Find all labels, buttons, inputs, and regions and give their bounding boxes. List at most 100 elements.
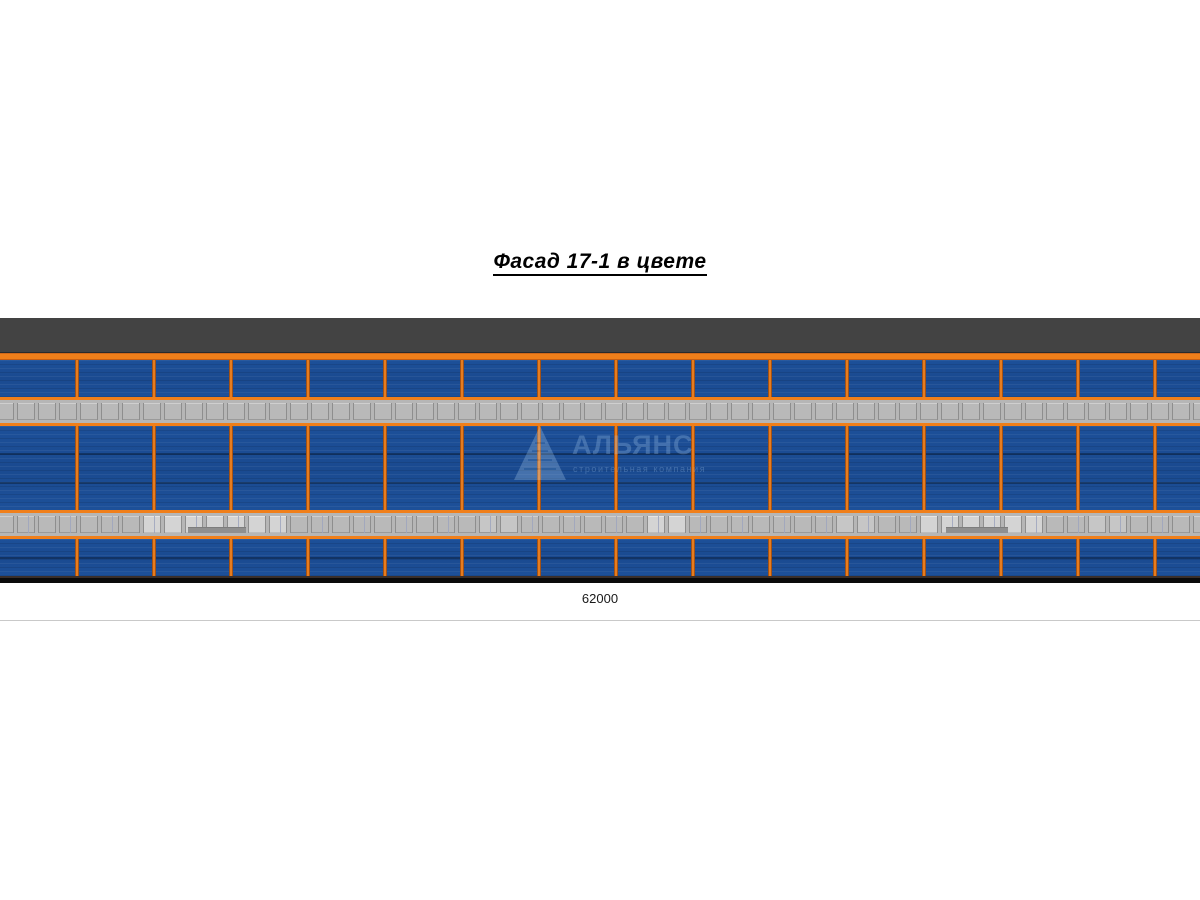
window-pane bbox=[332, 403, 350, 420]
window-pane bbox=[584, 516, 602, 533]
drawing-title: Фасад 17-1 в цвете bbox=[0, 250, 1200, 276]
window-pane bbox=[143, 516, 161, 533]
overall-dimension: 62000 bbox=[0, 591, 1200, 623]
column-strip bbox=[922, 539, 926, 576]
window-pane bbox=[983, 403, 1001, 420]
column-strip bbox=[537, 426, 541, 510]
window-pane bbox=[248, 403, 266, 420]
window-pane bbox=[374, 516, 392, 533]
window-pane bbox=[395, 516, 413, 533]
window-mullion bbox=[532, 516, 533, 533]
column-strip bbox=[306, 539, 310, 576]
window-pane bbox=[1004, 403, 1022, 420]
column-strip bbox=[999, 426, 1003, 510]
column-strip bbox=[152, 360, 156, 397]
column-strip bbox=[845, 360, 849, 397]
window-pane bbox=[164, 516, 182, 533]
lower-window-band bbox=[0, 510, 1200, 539]
window-pane bbox=[101, 516, 119, 533]
column-strip bbox=[229, 360, 233, 397]
window-pane bbox=[668, 516, 686, 533]
window-pane bbox=[0, 516, 14, 533]
window-pane bbox=[311, 403, 329, 420]
window-pane bbox=[899, 403, 917, 420]
window-pane bbox=[1151, 403, 1169, 420]
window-pane bbox=[122, 516, 140, 533]
window-pane bbox=[1193, 516, 1200, 533]
window-pane bbox=[17, 516, 35, 533]
parapet-band bbox=[0, 318, 1200, 353]
window-pane bbox=[584, 403, 602, 420]
column-strip bbox=[768, 360, 772, 397]
window-pane bbox=[479, 516, 497, 533]
window-pane bbox=[122, 403, 140, 420]
window-pane bbox=[101, 403, 119, 420]
column-strip bbox=[614, 426, 618, 510]
window-pane bbox=[353, 403, 371, 420]
window-pane bbox=[143, 403, 161, 420]
window-mullion bbox=[280, 516, 281, 533]
window-pane bbox=[80, 403, 98, 420]
column-strip bbox=[537, 360, 541, 397]
column-strip bbox=[75, 539, 79, 576]
column-strip bbox=[1076, 426, 1080, 510]
window-mullion bbox=[1120, 516, 1121, 533]
column-strip bbox=[999, 360, 1003, 397]
window-pane bbox=[269, 516, 287, 533]
column-strip bbox=[922, 360, 926, 397]
window-pane bbox=[269, 403, 287, 420]
window-pane bbox=[1067, 403, 1085, 420]
column-strip bbox=[460, 539, 464, 576]
window-pane bbox=[521, 403, 539, 420]
window-pane bbox=[878, 516, 896, 533]
window-pane bbox=[290, 516, 308, 533]
window-mullion bbox=[406, 516, 407, 533]
ground-line bbox=[0, 578, 1200, 583]
ground-shadow-line bbox=[0, 576, 1200, 578]
column-strip bbox=[999, 539, 1003, 576]
window-pane bbox=[710, 403, 728, 420]
window-pane bbox=[500, 403, 518, 420]
window-pane bbox=[1067, 516, 1085, 533]
window-pane bbox=[710, 516, 728, 533]
window-pane bbox=[353, 516, 371, 533]
window-mullion bbox=[1078, 516, 1079, 533]
mid-wall-row bbox=[0, 426, 1200, 510]
window-pane bbox=[668, 403, 686, 420]
window-pane bbox=[605, 516, 623, 533]
column-strip bbox=[152, 539, 156, 576]
wall-joint-line bbox=[0, 557, 1200, 559]
window-pane bbox=[836, 403, 854, 420]
window-mullion bbox=[868, 516, 869, 533]
window-pane bbox=[1109, 516, 1127, 533]
window-pane bbox=[815, 403, 833, 420]
window-sill-block bbox=[188, 527, 246, 533]
window-mullion bbox=[238, 516, 239, 533]
window-pane bbox=[458, 403, 476, 420]
window-pane bbox=[836, 516, 854, 533]
window-sill-block bbox=[946, 527, 1008, 533]
window-pane bbox=[542, 403, 560, 420]
window-pane bbox=[1193, 403, 1200, 420]
window-pane bbox=[962, 403, 980, 420]
window-pane bbox=[80, 516, 98, 533]
window-pane bbox=[38, 403, 56, 420]
window-pane bbox=[1151, 516, 1169, 533]
window-pane bbox=[290, 403, 308, 420]
window-pane bbox=[1004, 516, 1022, 533]
window-pane bbox=[878, 403, 896, 420]
column-strip bbox=[229, 426, 233, 510]
window-pane bbox=[437, 516, 455, 533]
window-mullion bbox=[952, 516, 953, 533]
window-pane bbox=[59, 403, 77, 420]
column-strip bbox=[383, 426, 387, 510]
window-pane bbox=[731, 516, 749, 533]
window-pane bbox=[689, 516, 707, 533]
window-pane bbox=[1172, 516, 1190, 533]
column-strip bbox=[691, 539, 695, 576]
window-mullion bbox=[616, 516, 617, 533]
column-strip bbox=[1153, 360, 1157, 397]
window-pane bbox=[1088, 516, 1106, 533]
window-pane bbox=[1025, 516, 1043, 533]
window-pane bbox=[647, 403, 665, 420]
